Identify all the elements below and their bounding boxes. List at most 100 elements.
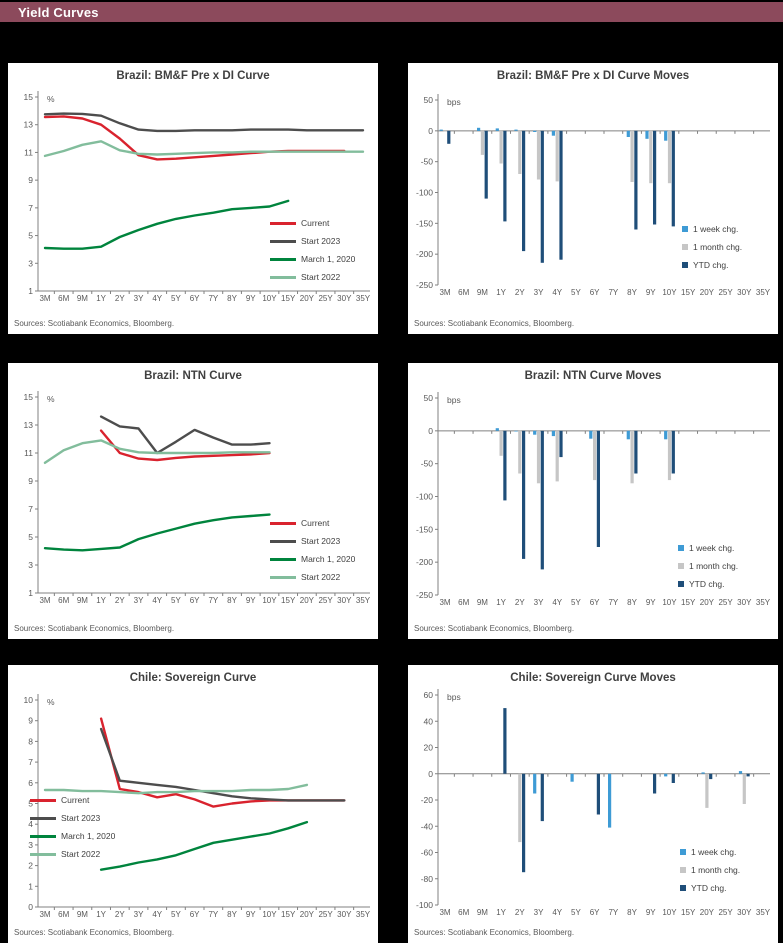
svg-text:-200: -200 — [416, 249, 433, 259]
svg-text:3M: 3M — [439, 598, 450, 607]
svg-text:15Y: 15Y — [681, 288, 696, 297]
legend-item: Current — [270, 514, 355, 532]
svg-text:4: 4 — [28, 819, 33, 829]
legend-swatch — [30, 834, 56, 838]
svg-text:30Y: 30Y — [737, 288, 752, 297]
chart-legend: 1 week chg. 1 month chg. YTD chg. — [680, 843, 740, 897]
legend-label: 1 month chg. — [689, 561, 739, 571]
svg-text:4Y: 4Y — [152, 294, 162, 303]
legend-label: Current — [301, 518, 330, 528]
svg-text:6Y: 6Y — [190, 910, 200, 919]
legend-swatch — [678, 563, 684, 569]
svg-text:1: 1 — [28, 286, 33, 296]
legend-label: YTD chg. — [689, 579, 725, 589]
panel-brazil-ntn-curve: Brazil: NTN Curve Current Start 2023 March… — [8, 363, 378, 639]
svg-text:6Y: 6Y — [190, 294, 200, 303]
svg-text:-100: -100 — [416, 900, 433, 910]
svg-text:6M: 6M — [58, 910, 69, 919]
svg-text:35Y: 35Y — [756, 908, 771, 917]
svg-text:3: 3 — [28, 840, 33, 850]
svg-text:7Y: 7Y — [208, 596, 218, 605]
svg-text:20Y: 20Y — [700, 598, 715, 607]
svg-text:-150: -150 — [416, 524, 433, 534]
legend-item: Start 2022 — [270, 268, 355, 286]
svg-text:9: 9 — [28, 716, 33, 726]
legend-item: Current — [270, 214, 355, 232]
svg-text:9Y: 9Y — [646, 598, 656, 607]
legend-swatch — [678, 581, 684, 587]
svg-text:35Y: 35Y — [356, 294, 371, 303]
svg-text:2Y: 2Y — [115, 596, 125, 605]
svg-text:4Y: 4Y — [152, 910, 162, 919]
svg-text:2Y: 2Y — [515, 908, 525, 917]
panel-brazil-bmf-curve-moves: Brazil: BM&F Pre x DI Curve Moves 1 week… — [408, 63, 778, 334]
svg-text:%: % — [47, 94, 55, 104]
svg-text:1: 1 — [28, 881, 33, 891]
svg-text:1Y: 1Y — [96, 294, 106, 303]
svg-text:8: 8 — [28, 736, 33, 746]
chart-canvas: 15 13 11 9 7 5 3 1 3M 6M 9M 1Y 2Y 3Y 4Y 5Y 6Y 7Y 8Y 9Y 10Y 15… — [24, 91, 371, 303]
chart-legend: Current Start 2023 March 1, 2020 Start 2022 — [30, 791, 115, 863]
legend-swatch — [270, 257, 296, 261]
svg-text:9M: 9M — [477, 598, 488, 607]
legend-label: Current — [61, 795, 90, 805]
svg-text:-200: -200 — [416, 557, 433, 567]
svg-text:9M: 9M — [77, 596, 88, 605]
svg-text:6: 6 — [28, 778, 33, 788]
legend-swatch — [270, 575, 296, 579]
svg-text:4Y: 4Y — [552, 598, 562, 607]
svg-text:25Y: 25Y — [318, 294, 333, 303]
svg-text:5Y: 5Y — [571, 908, 581, 917]
svg-text:6M: 6M — [58, 596, 69, 605]
svg-text:25Y: 25Y — [718, 908, 733, 917]
svg-text:9Y: 9Y — [246, 294, 256, 303]
legend-label: YTD chg. — [691, 883, 727, 893]
chart-sources: Sources: Scotiabank Economics, Bloomberg… — [14, 624, 175, 633]
svg-text:7Y: 7Y — [608, 908, 618, 917]
svg-text:2Y: 2Y — [115, 910, 125, 919]
legend-label: March 1, 2020 — [61, 831, 116, 841]
legend-swatch — [680, 849, 686, 855]
chart-sources: Sources: Scotiabank Economics, Bloomberg… — [14, 319, 175, 328]
svg-text:30Y: 30Y — [337, 910, 352, 919]
legend-item: 1 week chg. — [678, 539, 738, 557]
svg-text:1Y: 1Y — [496, 908, 506, 917]
svg-text:7Y: 7Y — [208, 910, 218, 919]
svg-text:9Y: 9Y — [246, 596, 256, 605]
svg-text:10Y: 10Y — [262, 294, 277, 303]
svg-text:4Y: 4Y — [552, 908, 562, 917]
svg-text:11: 11 — [24, 147, 33, 157]
chart-legend: 1 week chg. 1 month chg. YTD chg. — [678, 539, 738, 593]
svg-text:-20: -20 — [421, 795, 434, 805]
svg-text:8Y: 8Y — [227, 910, 237, 919]
legend-item: March 1, 2020 — [30, 827, 115, 845]
chart-sources: Sources: Scotiabank Economics, Bloomberg… — [414, 319, 575, 328]
svg-text:8Y: 8Y — [627, 598, 637, 607]
svg-text:6M: 6M — [458, 598, 469, 607]
svg-text:9Y: 9Y — [646, 908, 656, 917]
legend-label: Start 2022 — [301, 272, 341, 282]
svg-text:-250: -250 — [416, 590, 433, 600]
svg-text:25Y: 25Y — [318, 596, 333, 605]
chart-title: Chile: Sovereign Curve Moves — [510, 672, 676, 684]
svg-text:5: 5 — [28, 532, 33, 542]
legend-item: Current — [30, 791, 115, 809]
legend-swatch — [682, 262, 688, 268]
svg-text:15Y: 15Y — [681, 908, 696, 917]
svg-text:2Y: 2Y — [515, 598, 525, 607]
legend-item: Start 2023 — [270, 532, 355, 550]
svg-text:9Y: 9Y — [646, 288, 656, 297]
section-header-bar: Yield Curves — [0, 2, 783, 22]
legend-item: Start 2023 — [30, 809, 115, 827]
svg-text:10: 10 — [24, 695, 34, 705]
svg-text:6Y: 6Y — [590, 908, 600, 917]
svg-text:3Y: 3Y — [134, 910, 144, 919]
chart-title: Brazil: BM&F Pre x DI Curve — [116, 70, 270, 82]
svg-text:3Y: 3Y — [534, 908, 544, 917]
svg-text:7Y: 7Y — [208, 294, 218, 303]
legend-label: March 1, 2020 — [301, 554, 356, 564]
svg-text:7: 7 — [28, 757, 33, 767]
chart-legend: Current Start 2023 March 1, 2020 Start 2022 — [270, 514, 355, 586]
legend-label: Start 2023 — [301, 236, 341, 246]
